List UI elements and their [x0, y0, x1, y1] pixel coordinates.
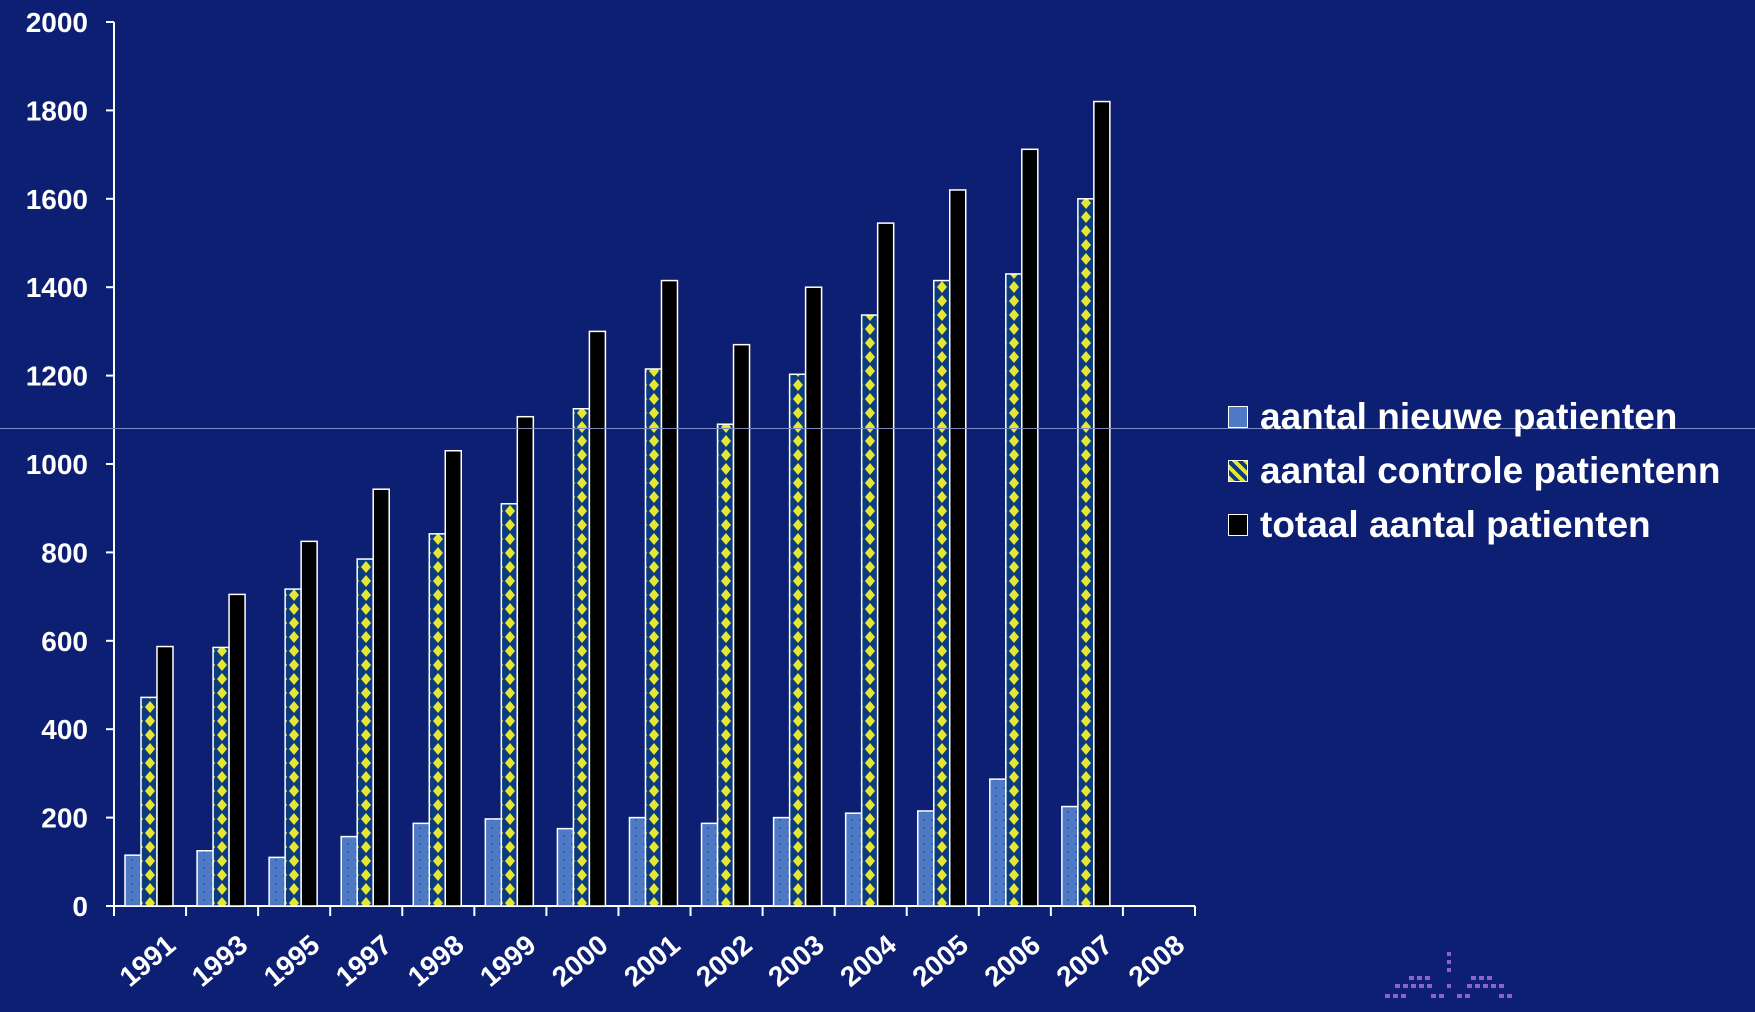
- bar-nieuwe: [412, 822, 431, 907]
- x-tick-label: 2004: [834, 929, 902, 993]
- bar-totaal: [804, 286, 823, 907]
- bar-totaal: [516, 415, 535, 907]
- y-tick-label: 1200: [26, 361, 88, 392]
- bar-totaal: [588, 330, 607, 907]
- bar-nieuwe: [772, 816, 791, 907]
- bar-nieuwe: [556, 827, 575, 907]
- bar-nieuwe: [989, 778, 1007, 907]
- bar-totaal: [660, 279, 679, 907]
- bar-controle: [500, 503, 519, 907]
- bar-nieuwe: [916, 810, 935, 907]
- y-tick-label: 1400: [26, 272, 88, 303]
- bar-totaal: [876, 222, 895, 907]
- bar-nieuwe: [268, 856, 286, 907]
- bar-totaal: [948, 189, 967, 907]
- x-tick-label: 2007: [1051, 929, 1119, 993]
- bar-controle: [716, 423, 735, 907]
- bar-totaal: [444, 449, 463, 907]
- x-tick-label: 1993: [186, 929, 254, 993]
- x-tick-label: 1997: [330, 929, 398, 993]
- x-tick-label: 1998: [402, 929, 470, 993]
- x-tick-label: 2000: [546, 929, 614, 993]
- x-tick-label: 2002: [690, 929, 758, 993]
- bar-controle: [860, 314, 879, 907]
- x-tick-label: 1999: [474, 929, 542, 993]
- bar-controle: [356, 558, 374, 907]
- chart-legend: aantal nieuwe patienten aantal controle …: [1228, 390, 1721, 552]
- y-tick-label: 200: [41, 803, 88, 834]
- y-tick-label: 2000: [26, 7, 88, 38]
- legend-item-controle: aantal controle patientenn: [1228, 444, 1721, 498]
- x-tick-label: 1991: [114, 929, 182, 993]
- x-tick-label: 2001: [618, 929, 686, 993]
- x-tick-label: 2006: [979, 929, 1047, 993]
- bar-controle: [788, 373, 807, 907]
- bar-totaal: [156, 645, 174, 907]
- bar-totaal: [228, 593, 246, 907]
- y-tick-label: 800: [41, 537, 88, 568]
- legend-item-nieuwe: aantal nieuwe patienten: [1228, 390, 1721, 444]
- y-tick-label: 0: [72, 891, 88, 922]
- y-tick-label: 400: [41, 714, 88, 745]
- y-tick-label: 1800: [26, 95, 88, 126]
- bar-controle: [212, 646, 230, 907]
- x-tick-label: 2005: [906, 929, 974, 993]
- bar-nieuwe: [700, 822, 719, 907]
- bar-controle: [1077, 198, 1095, 907]
- y-tick-label: 600: [41, 626, 88, 657]
- legend-label-totaal: totaal aantal patienten: [1260, 504, 1651, 545]
- chart-bars: [124, 100, 1111, 907]
- bar-totaal: [372, 488, 390, 907]
- bar-nieuwe: [196, 850, 214, 907]
- blue-dotted-swatch-icon: [1228, 406, 1248, 428]
- bar-controle: [1005, 273, 1023, 907]
- bar-nieuwe: [124, 854, 142, 907]
- bar-totaal: [732, 343, 751, 907]
- bar-controle: [572, 408, 591, 907]
- bar-totaal: [1093, 100, 1111, 907]
- black-swatch-icon: [1228, 514, 1248, 536]
- hospital-logo-icon: [1385, 952, 1512, 998]
- legend-label-controle: aantal controle patientenn: [1260, 450, 1721, 491]
- bar-nieuwe: [340, 835, 358, 907]
- bar-nieuwe: [484, 818, 503, 907]
- bar-nieuwe: [844, 812, 863, 907]
- bar-controle: [932, 279, 951, 907]
- bar-controle: [644, 368, 663, 907]
- bar-controle: [140, 696, 158, 907]
- legend-item-totaal: totaal aantal patienten: [1228, 498, 1721, 552]
- bar-nieuwe: [1061, 805, 1079, 907]
- yellow-diamond-swatch-icon: [1228, 460, 1248, 482]
- x-tick-label: 2008: [1123, 929, 1191, 993]
- bar-totaal: [1021, 148, 1039, 907]
- bar-nieuwe: [628, 816, 647, 907]
- x-tick-label: 2003: [762, 929, 830, 993]
- bar-totaal: [300, 540, 318, 907]
- x-tick-label: 1995: [258, 929, 326, 993]
- legend-label-nieuwe: aantal nieuwe patienten: [1260, 396, 1678, 437]
- bar-controle: [284, 588, 302, 907]
- y-tick-label: 1000: [26, 449, 88, 480]
- y-tick-label: 1600: [26, 184, 88, 215]
- bar-controle: [428, 533, 447, 907]
- horizontal-reference-line: [0, 428, 1755, 429]
